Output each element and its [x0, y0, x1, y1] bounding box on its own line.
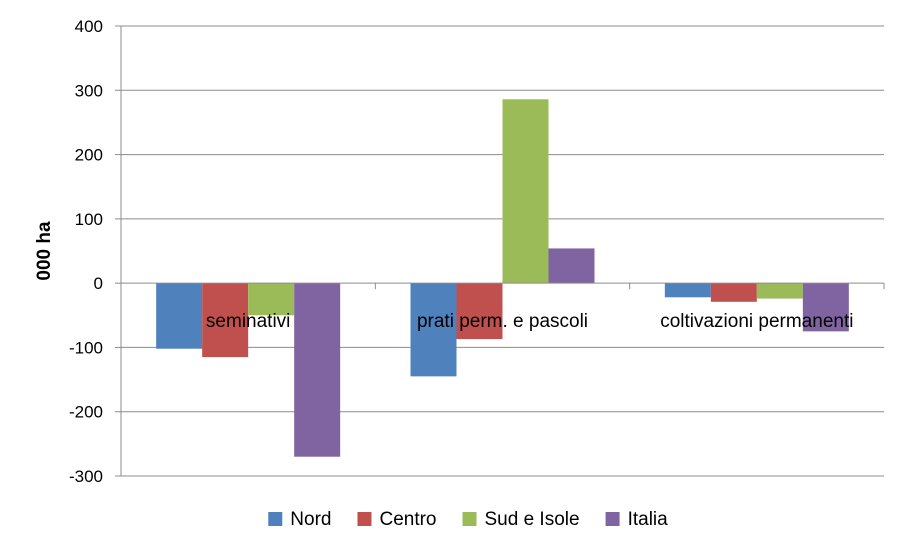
y-axis-label: 000 ha	[34, 221, 55, 281]
bar-centro-0	[202, 283, 249, 358]
y-tick-label: -200	[69, 403, 103, 422]
category-label: prati perm. e pascoli	[417, 311, 588, 332]
y-tick-label: 400	[75, 17, 103, 36]
y-tick-label: 0	[94, 274, 103, 293]
legend-label: Sud e Isole	[485, 509, 580, 530]
bar-italia-1	[548, 248, 595, 284]
bar-italia-0	[294, 283, 341, 457]
category-labels: seminativi prati perm. e pascoli coltivazi…	[206, 311, 854, 332]
legend-label: Nord	[290, 509, 331, 530]
bar-sud-e-isole-1	[502, 99, 549, 284]
legend-label: Centro	[379, 509, 436, 530]
y-tick-label: -100	[69, 338, 103, 357]
legend-label: Italia	[628, 509, 669, 530]
legend-swatch	[268, 512, 283, 526]
bar-sud-e-isole-2	[756, 283, 803, 299]
y-tick-label: 300	[75, 81, 103, 100]
y-tick-label: 100	[75, 210, 103, 229]
bars	[156, 99, 849, 457]
bar-nord-2	[664, 283, 711, 298]
bar-sud-e-isole-0	[248, 283, 295, 316]
legend: Nord Centro Sud e Isole Italia	[268, 509, 668, 530]
category-label: coltivazioni permanenti	[660, 311, 853, 332]
bar-nord-1	[410, 283, 457, 377]
legend-swatch	[605, 512, 620, 526]
bar-centro-2	[710, 283, 757, 302]
legend-swatch	[357, 512, 372, 526]
bar-italia-2	[802, 283, 849, 332]
bar-nord-0	[156, 283, 203, 349]
y-tick-label: -300	[69, 467, 103, 486]
y-tick-labels: -300 -200 -100 0 100 200 300 400	[69, 17, 103, 486]
category-label: seminativi	[206, 311, 290, 332]
legend-swatch	[462, 512, 477, 526]
y-tick-label: 200	[75, 146, 103, 165]
bar-centro-1	[456, 283, 503, 340]
axes	[115, 25, 885, 477]
